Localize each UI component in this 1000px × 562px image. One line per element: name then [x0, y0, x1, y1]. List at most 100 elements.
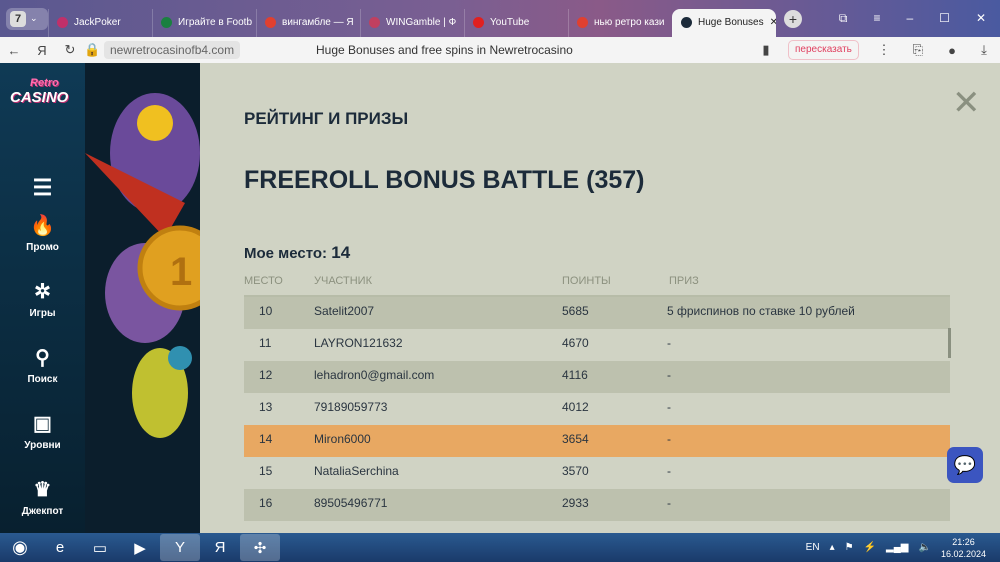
table-cell: 13 [259, 400, 273, 414]
retell-button[interactable]: пересказать [788, 40, 859, 60]
column-header: ПРИЗ [669, 275, 699, 287]
start-button[interactable]: ◉ [12, 537, 28, 557]
tournament-title: FREEROLL BONUS BATTLE (357) [244, 166, 645, 194]
back-icon[interactable]: ← [7, 42, 21, 58]
table-cell: LAYRON121632 [314, 336, 403, 350]
column-header: УЧАСТНИК [314, 275, 372, 287]
sidebar-item-label: Джекпот [21, 506, 64, 517]
close-icon[interactable]: ✕ [952, 84, 981, 122]
scrollbar[interactable] [948, 328, 951, 358]
maximize-button[interactable]: ☐ [939, 11, 950, 25]
tab-label: вингамбле — Я [282, 17, 354, 28]
browser-tab[interactable]: Играйте в Footb [152, 8, 256, 37]
tab-label: нью ретро кази [594, 17, 665, 28]
table-cell: 15 [259, 464, 273, 478]
table-cell: lehadron0@gmail.com [314, 368, 435, 382]
browser-tab[interactable]: JackPoker [48, 8, 152, 37]
table-row: 12 lehadron0@gmail.com 4116 - [244, 361, 950, 393]
more-icon[interactable]: ⋮ [877, 42, 891, 57]
language-indicator[interactable]: EN [805, 542, 820, 553]
tab-favicon [161, 17, 172, 28]
table-row: 14 Miron6000 3654 - [244, 425, 950, 457]
table-cell: 11 [259, 336, 272, 350]
new-tab-button[interactable]: + [784, 9, 802, 28]
browser-tab[interactable]: нью ретро кази [568, 8, 672, 37]
power-icon[interactable]: ⚡ [863, 542, 877, 553]
minimize-button[interactable]: – [906, 11, 914, 25]
my-place: Мое место: 14 [244, 243, 350, 263]
close-tab-icon[interactable]: ✕ [770, 17, 776, 28]
tab-label: YouTube [490, 17, 530, 28]
sidebar-item-label: Игры [29, 308, 56, 319]
table-cell: - [667, 432, 671, 446]
bookmarks-icon[interactable]: ⧉ [838, 11, 848, 25]
media-player-icon[interactable]: ▶ [134, 539, 146, 557]
collections-icon[interactable]: ⎘ [912, 42, 924, 57]
tab-favicon [369, 17, 380, 28]
casino-page: Retro CASINO ☰ 🔥 Промо ✲ Игры ⚲ Поиск ▣ Уровни ♛ Д… [0, 63, 1000, 533]
bookmark-icon[interactable]: ▮ [762, 42, 770, 57]
chat-icon[interactable]: 💬 [947, 447, 983, 483]
yandex-icon[interactable]: Я [214, 539, 226, 556]
table-cell: 5685 [562, 304, 589, 318]
chevron-down-icon: ⌄ [30, 13, 38, 23]
page-title: Huge Bonuses and free spins in Newretroc… [316, 43, 573, 57]
address-bar: ← Я ↻ 🔒 newretrocasinofb4.com ▮ ⋮ ⎘ ● ⤓ [0, 37, 1000, 63]
sidebar-item[interactable]: ✲ Игры [0, 279, 85, 319]
tab-count: 7 [10, 10, 26, 27]
menu-icon[interactable]: ≡ [873, 11, 881, 25]
browser-tab[interactable]: Huge Bonuses ✕ [672, 8, 776, 37]
table-row: 15 NataliaSerchina 3570 - [244, 457, 950, 489]
volume-icon[interactable]: 🔈 [918, 542, 931, 553]
reload-icon[interactable]: ↻ [64, 42, 76, 57]
table-cell: Miron6000 [314, 432, 371, 446]
action-center-icon[interactable]: ⚑ [844, 542, 854, 553]
url-field[interactable]: newretrocasinofb4.com [104, 41, 241, 59]
table-cell: 2933 [562, 496, 589, 510]
browser-tab[interactable]: WINGamble | Ф [360, 8, 464, 37]
time: 21:26 [952, 536, 975, 547]
extension-icon[interactable]: ● [948, 42, 956, 58]
table-cell: 16 [259, 496, 273, 510]
table-cell: Satelit2007 [314, 304, 375, 318]
sidebar-item[interactable]: 🔥 Промо [0, 213, 85, 253]
table-cell: 3570 [562, 464, 589, 478]
table-cell: 5 фриспинов по ставке 10 рублей [667, 304, 855, 318]
tab-favicon [57, 17, 68, 28]
table-cell: 14 [259, 432, 273, 446]
logo[interactable]: Retro CASINO [10, 77, 69, 106]
yandex-browser-icon[interactable]: Y [160, 534, 200, 561]
table-cell: 10 [259, 304, 273, 318]
browser-tab-bar: 7 ⌄ JackPoker Играйте в Footb вингамбле — Я… [0, 0, 1000, 37]
sidebar-item[interactable]: ⚲ Поиск [0, 345, 85, 385]
explorer-icon[interactable]: ▭ [92, 539, 108, 557]
network-icon[interactable]: ▂▄▆ [886, 542, 909, 553]
sidebar-item-label: Промо [26, 242, 59, 253]
ie-icon[interactable]: e [55, 539, 65, 556]
tab-label: JackPoker [74, 17, 121, 28]
yandex-icon[interactable]: Я [37, 42, 47, 58]
tab-count-button[interactable]: 7 ⌄ [6, 7, 48, 30]
my-place-value: 14 [331, 243, 351, 262]
browser-tab[interactable]: YouTube [464, 8, 568, 37]
sidebar-item[interactable]: ▣ Уровни [0, 411, 85, 451]
column-header: МЕСТО [244, 275, 283, 287]
lock-icon: 🔒 [84, 42, 101, 57]
section-title: РЕЙТИНГ И ПРИЗЫ [244, 109, 409, 128]
tournament-panel: ✕ РЕЙТИНГ И ПРИЗЫ FREEROLL BONUS BATTLE … [200, 63, 1000, 533]
table-header: МЕСТО УЧАСТНИК ПОИНТЫ ПРИЗ [244, 275, 950, 297]
clock[interactable]: 21:26 16.02.2024 [941, 536, 986, 560]
app-icon[interactable]: ✣ [240, 534, 280, 561]
tab-label: WINGamble | Ф [386, 17, 457, 28]
sidebar-item[interactable]: ♛ Джекпот [0, 477, 85, 517]
browser-tab[interactable]: вингамбле — Я [256, 8, 360, 37]
tab-favicon [681, 17, 692, 28]
close-window-button[interactable]: ✕ [975, 11, 986, 25]
wheel-icon: ✲ [34, 281, 51, 303]
search-icon: ⚲ [35, 347, 50, 369]
tab-label: Играйте в Footb [178, 17, 253, 28]
my-place-label: Мое место: [244, 245, 328, 262]
download-icon[interactable]: ⤓ [981, 42, 987, 57]
tray-expand-icon[interactable]: ▴ [829, 542, 835, 553]
hamburger-menu-icon[interactable]: ☰ [32, 175, 53, 200]
